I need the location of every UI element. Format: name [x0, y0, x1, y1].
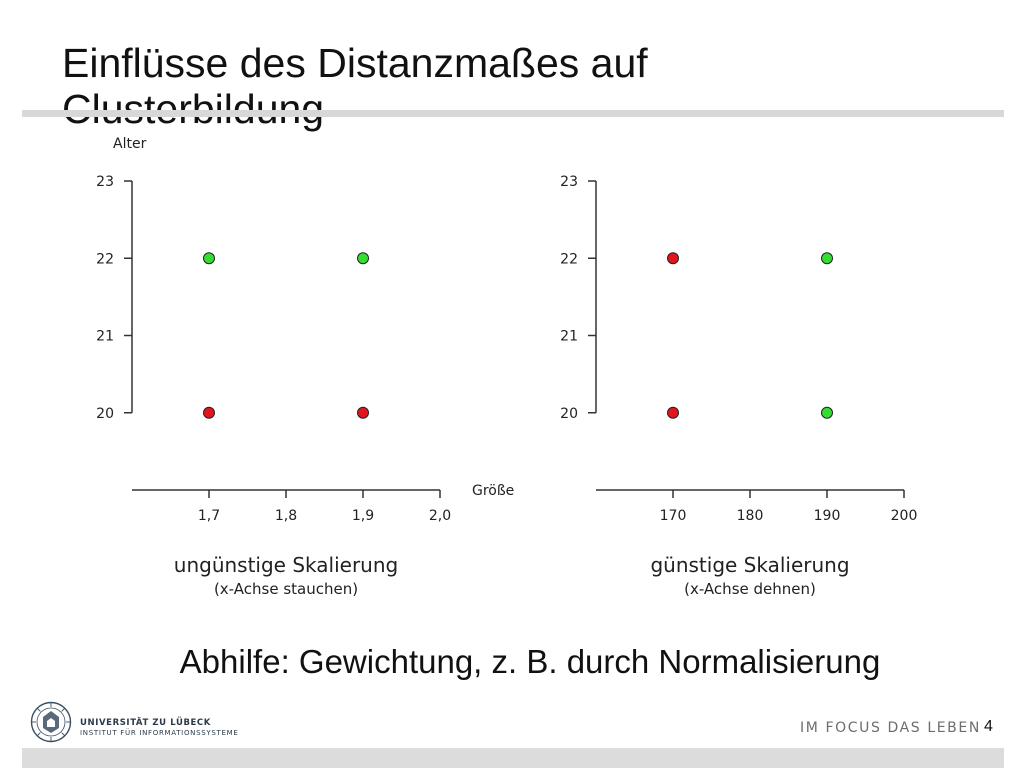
chart1-y-axis-label: Alter	[113, 136, 147, 152]
chart2-x-tick-label: 190	[814, 508, 841, 524]
chart1-data-point	[357, 406, 369, 419]
chart2-x-tick-label: 180	[737, 508, 764, 524]
caption-left-sub: (x-Achse stauchen)	[213, 580, 359, 598]
chart1-y-tick-label: 21	[96, 329, 114, 345]
caption-right: günstige Skalierung (x-Achse dehnen)	[594, 552, 906, 600]
chart1-data-point	[203, 406, 215, 419]
chart1-y-tick-label: 20	[96, 406, 114, 422]
slogan: IM FOCUS DAS LEBEN	[800, 720, 981, 736]
chart1-data-point	[203, 252, 215, 265]
chart2-y-tick-label: 20	[560, 406, 578, 422]
title-divider	[22, 110, 1004, 117]
caption-left: ungünstige Skalierung (x-Achse stauchen)	[130, 552, 442, 600]
chart2-y-tick-label: 23	[560, 174, 578, 190]
chart2-data-point	[667, 406, 679, 419]
chart1-x-tick-label: 1,8	[275, 508, 297, 524]
chart1-x-tick-label: 1,7	[198, 508, 220, 524]
slide-title: Einflüsse des Distanzmaßes auf Clusterbi…	[62, 40, 648, 132]
caption-left-main: ungünstige Skalierung	[173, 553, 399, 577]
chart1-x-axis-label: Größe	[472, 483, 514, 499]
chart2-x-tick-label: 200	[891, 508, 918, 524]
institute-name: INSTITUT FÜR INFORMATIONSSYSTEME	[80, 729, 239, 737]
chart2-data-point	[667, 252, 679, 265]
chart2-data-point	[821, 252, 833, 265]
chart2-y-tick-label: 21	[560, 329, 578, 345]
footer-band	[22, 748, 1004, 768]
chart1-x-tick-label: 1,9	[352, 508, 374, 524]
chart1-y-tick-label: 22	[96, 251, 114, 267]
chart2-data-point	[821, 406, 833, 419]
university-name: UNIVERSITÄT ZU LÜBECK	[80, 718, 211, 728]
chart2-y-tick-label: 22	[560, 251, 578, 267]
chart1-x-tick-label: 2,0	[429, 508, 451, 524]
page-number: 4	[984, 718, 993, 735]
university-seal-icon	[30, 701, 72, 743]
chart1-y-tick-label: 23	[96, 174, 114, 190]
chart2-x-tick-label: 170	[660, 508, 687, 524]
caption-right-main: günstige Skalierung	[650, 553, 850, 577]
remedy-text: Abhilfe: Gewichtung, z. B. durch Normali…	[179, 643, 881, 680]
chart1-data-point	[357, 252, 369, 265]
caption-right-sub: (x-Achse dehnen)	[684, 580, 816, 598]
